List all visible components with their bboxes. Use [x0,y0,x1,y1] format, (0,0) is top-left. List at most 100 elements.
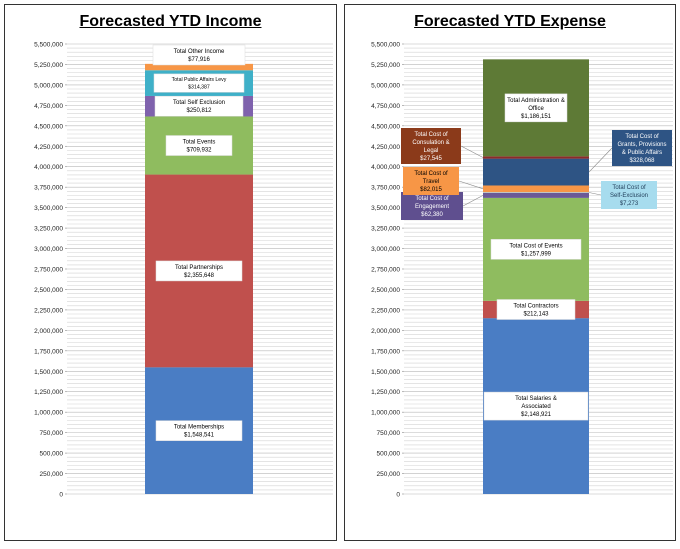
expense-ytick-label: 3,000,000 [371,246,400,253]
expense-ytick-label: 4,500,000 [371,123,400,130]
expense-data-label: $82,015 [420,187,442,193]
income-series-label: Total Self Exclusion [173,100,225,106]
expense-series-label: Total Salaries & [515,396,557,402]
expense-callout-line [460,145,484,158]
expense-chart-panel: Forecasted YTD Expense 0 250,000 500,000 75… [344,4,676,541]
income-ytick-label: 4,500,000 [34,123,63,130]
income-series-label: Total Partnerships [175,265,223,271]
income-label-box [155,260,243,282]
expense-ytick-label: 5,000,000 [371,82,400,89]
income-series-label: Total Public Affairs Levy [172,77,227,83]
expense-series-label: Total Administration & [507,98,565,104]
expense-label-box [401,128,461,164]
income-ytick-label: 500,000 [40,451,64,458]
expense-callout-line [458,180,484,190]
income-ytick-label: 5,250,000 [34,62,63,69]
income-ytick-label: 1,750,000 [34,348,63,355]
expense-data-label: $212,143 [523,312,549,318]
expense-series-label: Total Cost of [414,132,448,138]
expense-label-box [612,130,672,166]
income-data-label: $709,932 [186,148,212,154]
expense-series-label: Total Cost of [415,196,449,202]
expense-ytick-label: 1,750,000 [371,348,400,355]
expense-series-label: Office [528,106,544,112]
expense-ytick-label: 750,000 [377,430,401,437]
income-ytick-label: 3,750,000 [34,185,63,192]
expense-label-box [490,239,582,260]
expense-series-label: & Public Affairs [622,150,662,156]
expense-ytick-label: 1,500,000 [371,369,400,376]
expense-chart-plot: 0 250,000 500,000 750,000 1,000,000 1,250,000… [371,42,673,499]
income-data-label: $1,548,541 [184,433,215,439]
expense-bar-segment [483,158,589,186]
expense-label-box [601,181,657,209]
expense-series-label: Consulation & [412,140,449,146]
income-data-label: $250,812 [186,108,212,114]
expense-ytick-label: 4,250,000 [371,144,400,151]
income-label-box [153,73,245,93]
income-ytick-label: 3,250,000 [34,226,63,233]
income-ytick-label: 1,000,000 [34,410,63,417]
expense-series-label: Total Cost of [612,185,646,191]
expense-ytick-label: 500,000 [377,451,401,458]
expense-label-box [483,391,589,421]
expense-series-label: Total Contractors [513,304,558,310]
expense-series-label: Total Cost of [625,134,659,140]
income-bar-segment [145,63,253,71]
expense-ytick-label: 250,000 [377,471,401,478]
income-ytick-label: 3,500,000 [34,205,63,212]
expense-ytick-label: 3,250,000 [371,226,400,233]
income-ytick-label: 4,250,000 [34,144,63,151]
expense-ytick-label: 0 [396,492,400,499]
expense-callout-line [588,147,613,173]
income-label-box [152,44,246,66]
expense-series-label: Total Cost of Events [509,243,562,249]
income-chart-panel: Forecasted YTD Income 0 250,000 500,000 750… [4,4,337,541]
expense-data-label: $1,186,151 [521,114,552,120]
expense-callout-line [462,195,484,207]
expense-series-label: Total Cost of [414,171,448,177]
expense-label-box [496,299,576,320]
expense-data-label: $2,148,921 [521,412,552,418]
expense-bar-segment [483,185,589,193]
expense-ytick-label: 5,500,000 [371,42,400,49]
income-series-label: Total Memberships [174,425,224,431]
expense-chart-title: Forecasted YTD Expense [414,13,606,30]
expense-callout-line [588,192,602,196]
expense-ytick-label: 3,500,000 [371,205,400,212]
expense-series-label: Legal [424,148,439,154]
expense-data-label: $7,273 [620,201,639,207]
income-ytick-label: 0 [59,492,63,499]
expense-series-label: Associated [521,404,550,410]
expense-data-label: $27,545 [420,156,442,162]
expense-label-box [401,192,463,220]
income-chart-plot: 0 250,000 500,000 750,000 1,000,000 1,250,000… [34,42,333,499]
income-ytick-label: 2,750,000 [34,267,63,274]
income-ytick-label: 5,000,000 [34,82,63,89]
income-data-label: $2,355,648 [184,273,215,279]
income-ytick-label: 750,000 [40,430,64,437]
expense-ytick-label: 2,250,000 [371,307,400,314]
expense-ytick-label: 3,750,000 [371,185,400,192]
expense-ytick-label: 1,250,000 [371,389,400,396]
expense-data-label: $62,380 [421,212,443,218]
income-ytick-label: 4,750,000 [34,103,63,110]
expense-ytick-label: 4,000,000 [371,164,400,171]
expense-label-box [504,93,568,123]
income-ytick-label: 250,000 [40,471,64,478]
income-chart-title: Forecasted YTD Income [79,13,262,30]
income-ytick-label: 2,500,000 [34,287,63,294]
expense-ytick-label: 2,500,000 [371,287,400,294]
expense-ytick-label: 1,000,000 [371,410,400,417]
expense-ytick-label: 4,750,000 [371,103,400,110]
expense-label-box [403,167,459,195]
expense-bar-segment [483,192,589,193]
income-ytick-label: 1,500,000 [34,369,63,376]
expense-series-label: Self-Exclusion [610,193,648,199]
expense-series-label: Engagement [415,204,449,210]
income-label-box [165,135,233,156]
expense-bar-segment [483,156,589,159]
expense-ytick-label: 2,750,000 [371,267,400,274]
income-ytick-label: 1,250,000 [34,389,63,396]
expense-bar-segment [483,192,589,198]
